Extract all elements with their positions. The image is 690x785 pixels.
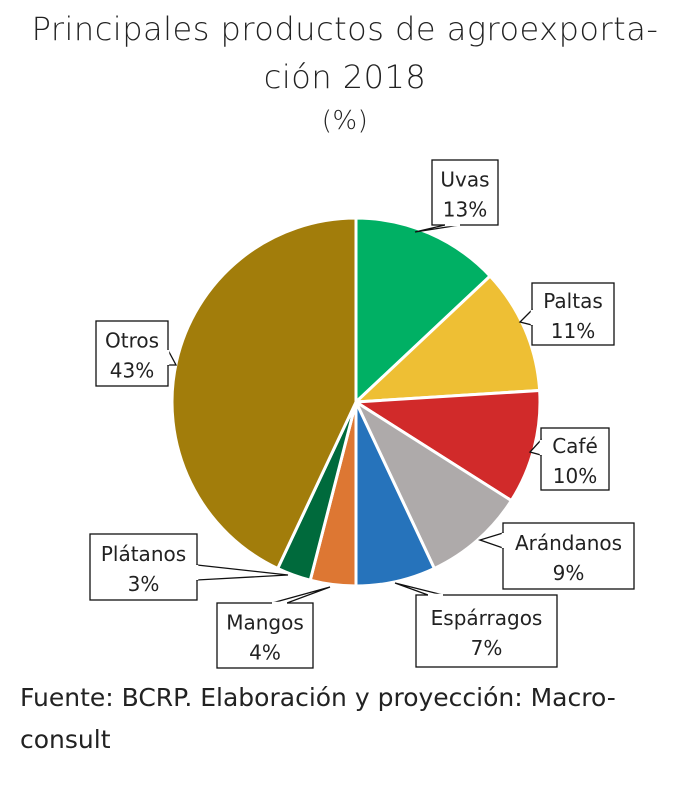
callout-arándanos: Arándanos 9% (477, 522, 635, 590)
callout-box (540, 427, 610, 491)
slice-value-label: 3% (128, 572, 160, 596)
callout-plátanos: Plátanos 3% (89, 533, 289, 601)
source-line2: consult (20, 725, 111, 754)
slice-label: Uvas (440, 168, 489, 192)
callout-mangos: Mangos 4% (216, 586, 331, 669)
slice-value-label: 43% (110, 359, 154, 383)
slice-value-label: 10% (553, 464, 597, 488)
slice-label: Espárragos (431, 606, 543, 630)
callout-pointer (271, 586, 331, 604)
pie-slice-3 (352, 397, 514, 571)
slice-value-label: 7% (471, 636, 503, 660)
slice-label: Paltas (543, 289, 603, 313)
callout-box (95, 320, 169, 387)
callout-paltas: Paltas 11% (518, 282, 615, 346)
callout-otros: Otros 43% (95, 320, 178, 387)
slice-label: Mangos (226, 611, 304, 635)
callout-espárragos: Espárragos 7% (394, 582, 558, 668)
pie-slice-1 (351, 273, 542, 404)
callout-pointer (394, 582, 444, 596)
chart-title-line1: Principales productos de agroexporta- (31, 10, 659, 48)
callout-box (502, 522, 635, 590)
callout-box (89, 533, 198, 601)
chart-title-line2: ción 2018 (263, 58, 427, 96)
chart-subtitle: (%) (321, 106, 369, 136)
slice-label: Café (552, 434, 598, 458)
slice-label: Plátanos (101, 542, 186, 566)
callout-uvas: Uvas 13% (414, 159, 499, 233)
slice-value-label: 4% (249, 641, 281, 665)
slice-value-label: 9% (553, 561, 585, 585)
callout-box (415, 594, 558, 668)
slice-label: Arándanos (515, 531, 622, 555)
callout-box (431, 159, 499, 226)
source-line1: Fuente: BCRP. Elaboración y proyección: … (20, 683, 616, 712)
callout-café: Café 10% (528, 427, 610, 491)
pie-slice-0 (354, 216, 493, 406)
callout-pointer (518, 308, 533, 326)
slice-value-label: 11% (551, 319, 595, 343)
slice-label: Otros (105, 329, 159, 353)
callout-box (216, 602, 314, 669)
slice-value-label: 13% (443, 198, 487, 222)
pie-slice-7 (170, 216, 358, 571)
